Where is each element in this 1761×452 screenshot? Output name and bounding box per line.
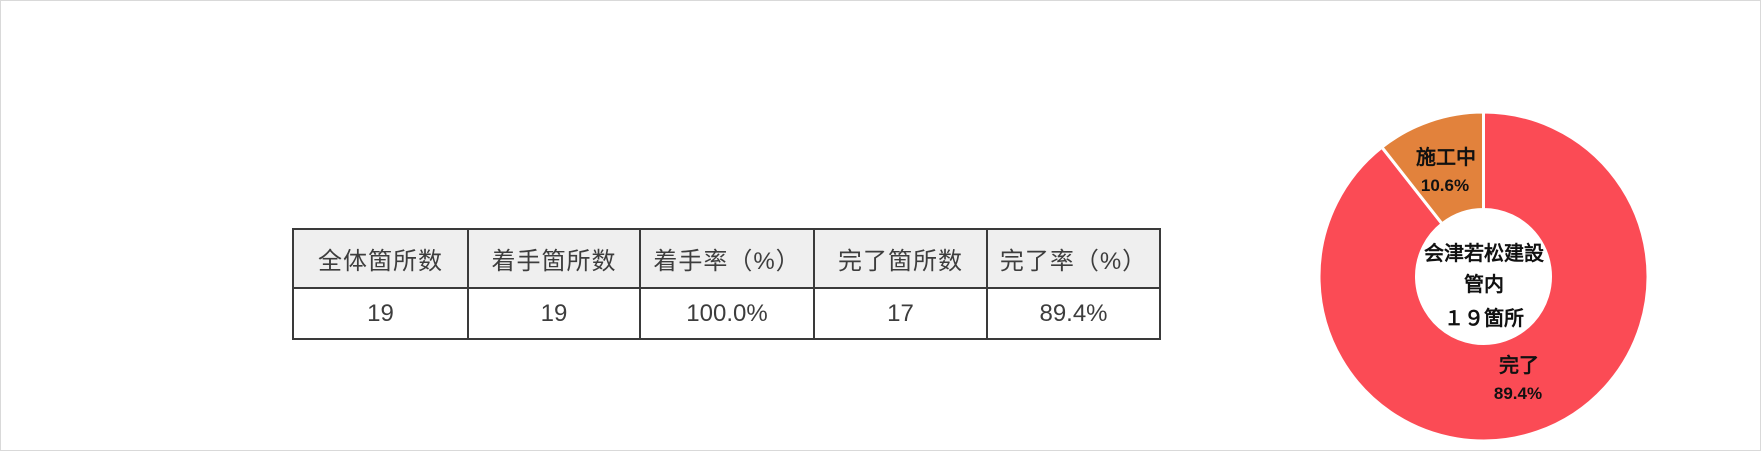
center-label-line3: １９箇所 [1444,306,1524,330]
center-label-line2: 管内 [1464,272,1504,296]
value-completed-sites: 17 [813,287,988,340]
value-started-sites: 19 [467,287,641,340]
completed-slice-pct: 89.4% [1494,384,1542,403]
donut-slice-completed [1317,110,1650,443]
value-total-sites: 19 [292,287,469,340]
donut-slice-inprogress [1380,110,1485,226]
donut-labels: 施工中 10.6% 完了 89.4% [1416,145,1542,403]
table-header-row: 全体箇所数 着手箇所数 着手率（%） 完了箇所数 完了率（%） [292,228,1161,289]
completed-slice-label: 完了 [1499,353,1539,377]
header-completed-sites: 完了箇所数 [813,228,988,289]
inprogress-slice-pct: 10.6% [1421,176,1469,195]
inprogress-slice-label: 施工中 [1416,145,1476,169]
progress-summary-table: 全体箇所数 着手箇所数 着手率（%） 完了箇所数 完了率（%） 19 19 10… [292,228,1161,340]
value-start-rate: 100.0% [639,287,815,340]
header-total-sites: 全体箇所数 [292,228,469,289]
table-value-row: 19 19 100.0% 17 89.4% [292,287,1161,340]
donut-slices [1317,110,1650,443]
header-completion-rate: 完了率（%） [986,228,1161,289]
donut-center-label: 会津若松建設 管内 １９箇所 [1424,241,1545,330]
header-start-rate: 着手率（%） [639,228,815,289]
center-label-line1: 会津若松建設 [1424,241,1545,265]
value-completion-rate: 89.4% [986,287,1161,340]
header-started-sites: 着手箇所数 [467,228,641,289]
